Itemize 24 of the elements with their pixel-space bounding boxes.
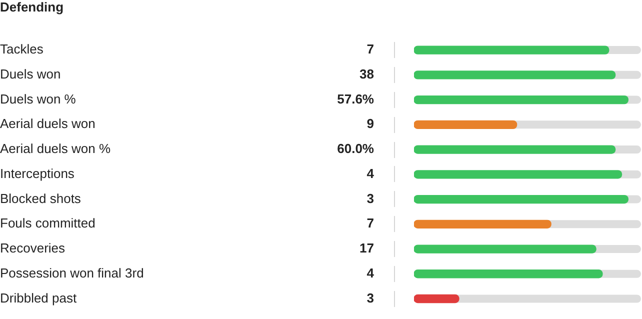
bar	[414, 294, 460, 304]
y-tick-label: Duels won	[0, 66, 61, 82]
text: 17	[360, 240, 374, 256]
text: 4	[366, 166, 375, 181]
text: 7	[366, 216, 374, 231]
y-tick-label: Dribbled past	[0, 290, 77, 306]
y-tick-label: Possession won final 3rd	[0, 265, 144, 280]
text: 7	[366, 42, 374, 57]
y-tick-label: Blocked shots	[0, 190, 82, 206]
text: Defending	[0, 0, 64, 14]
y-tick-label: Tackles	[0, 42, 44, 57]
y-tick-label: Aerial duels won %	[0, 141, 111, 156]
text: 4	[366, 265, 375, 280]
text: 9	[366, 116, 374, 132]
text: 57.6%	[337, 91, 374, 106]
text: 3	[366, 190, 374, 206]
y-tick-label: Recoveries	[0, 240, 66, 256]
y-tick-label: Interceptions	[0, 166, 75, 181]
y-tick-label: Aerial duels won	[0, 116, 96, 132]
y-tick-label: Duels won %	[0, 91, 76, 106]
text: 38	[360, 66, 374, 82]
text: 3	[366, 290, 374, 306]
y-tick-label: Fouls committed	[0, 216, 96, 231]
text: 60.0%	[337, 141, 374, 156]
